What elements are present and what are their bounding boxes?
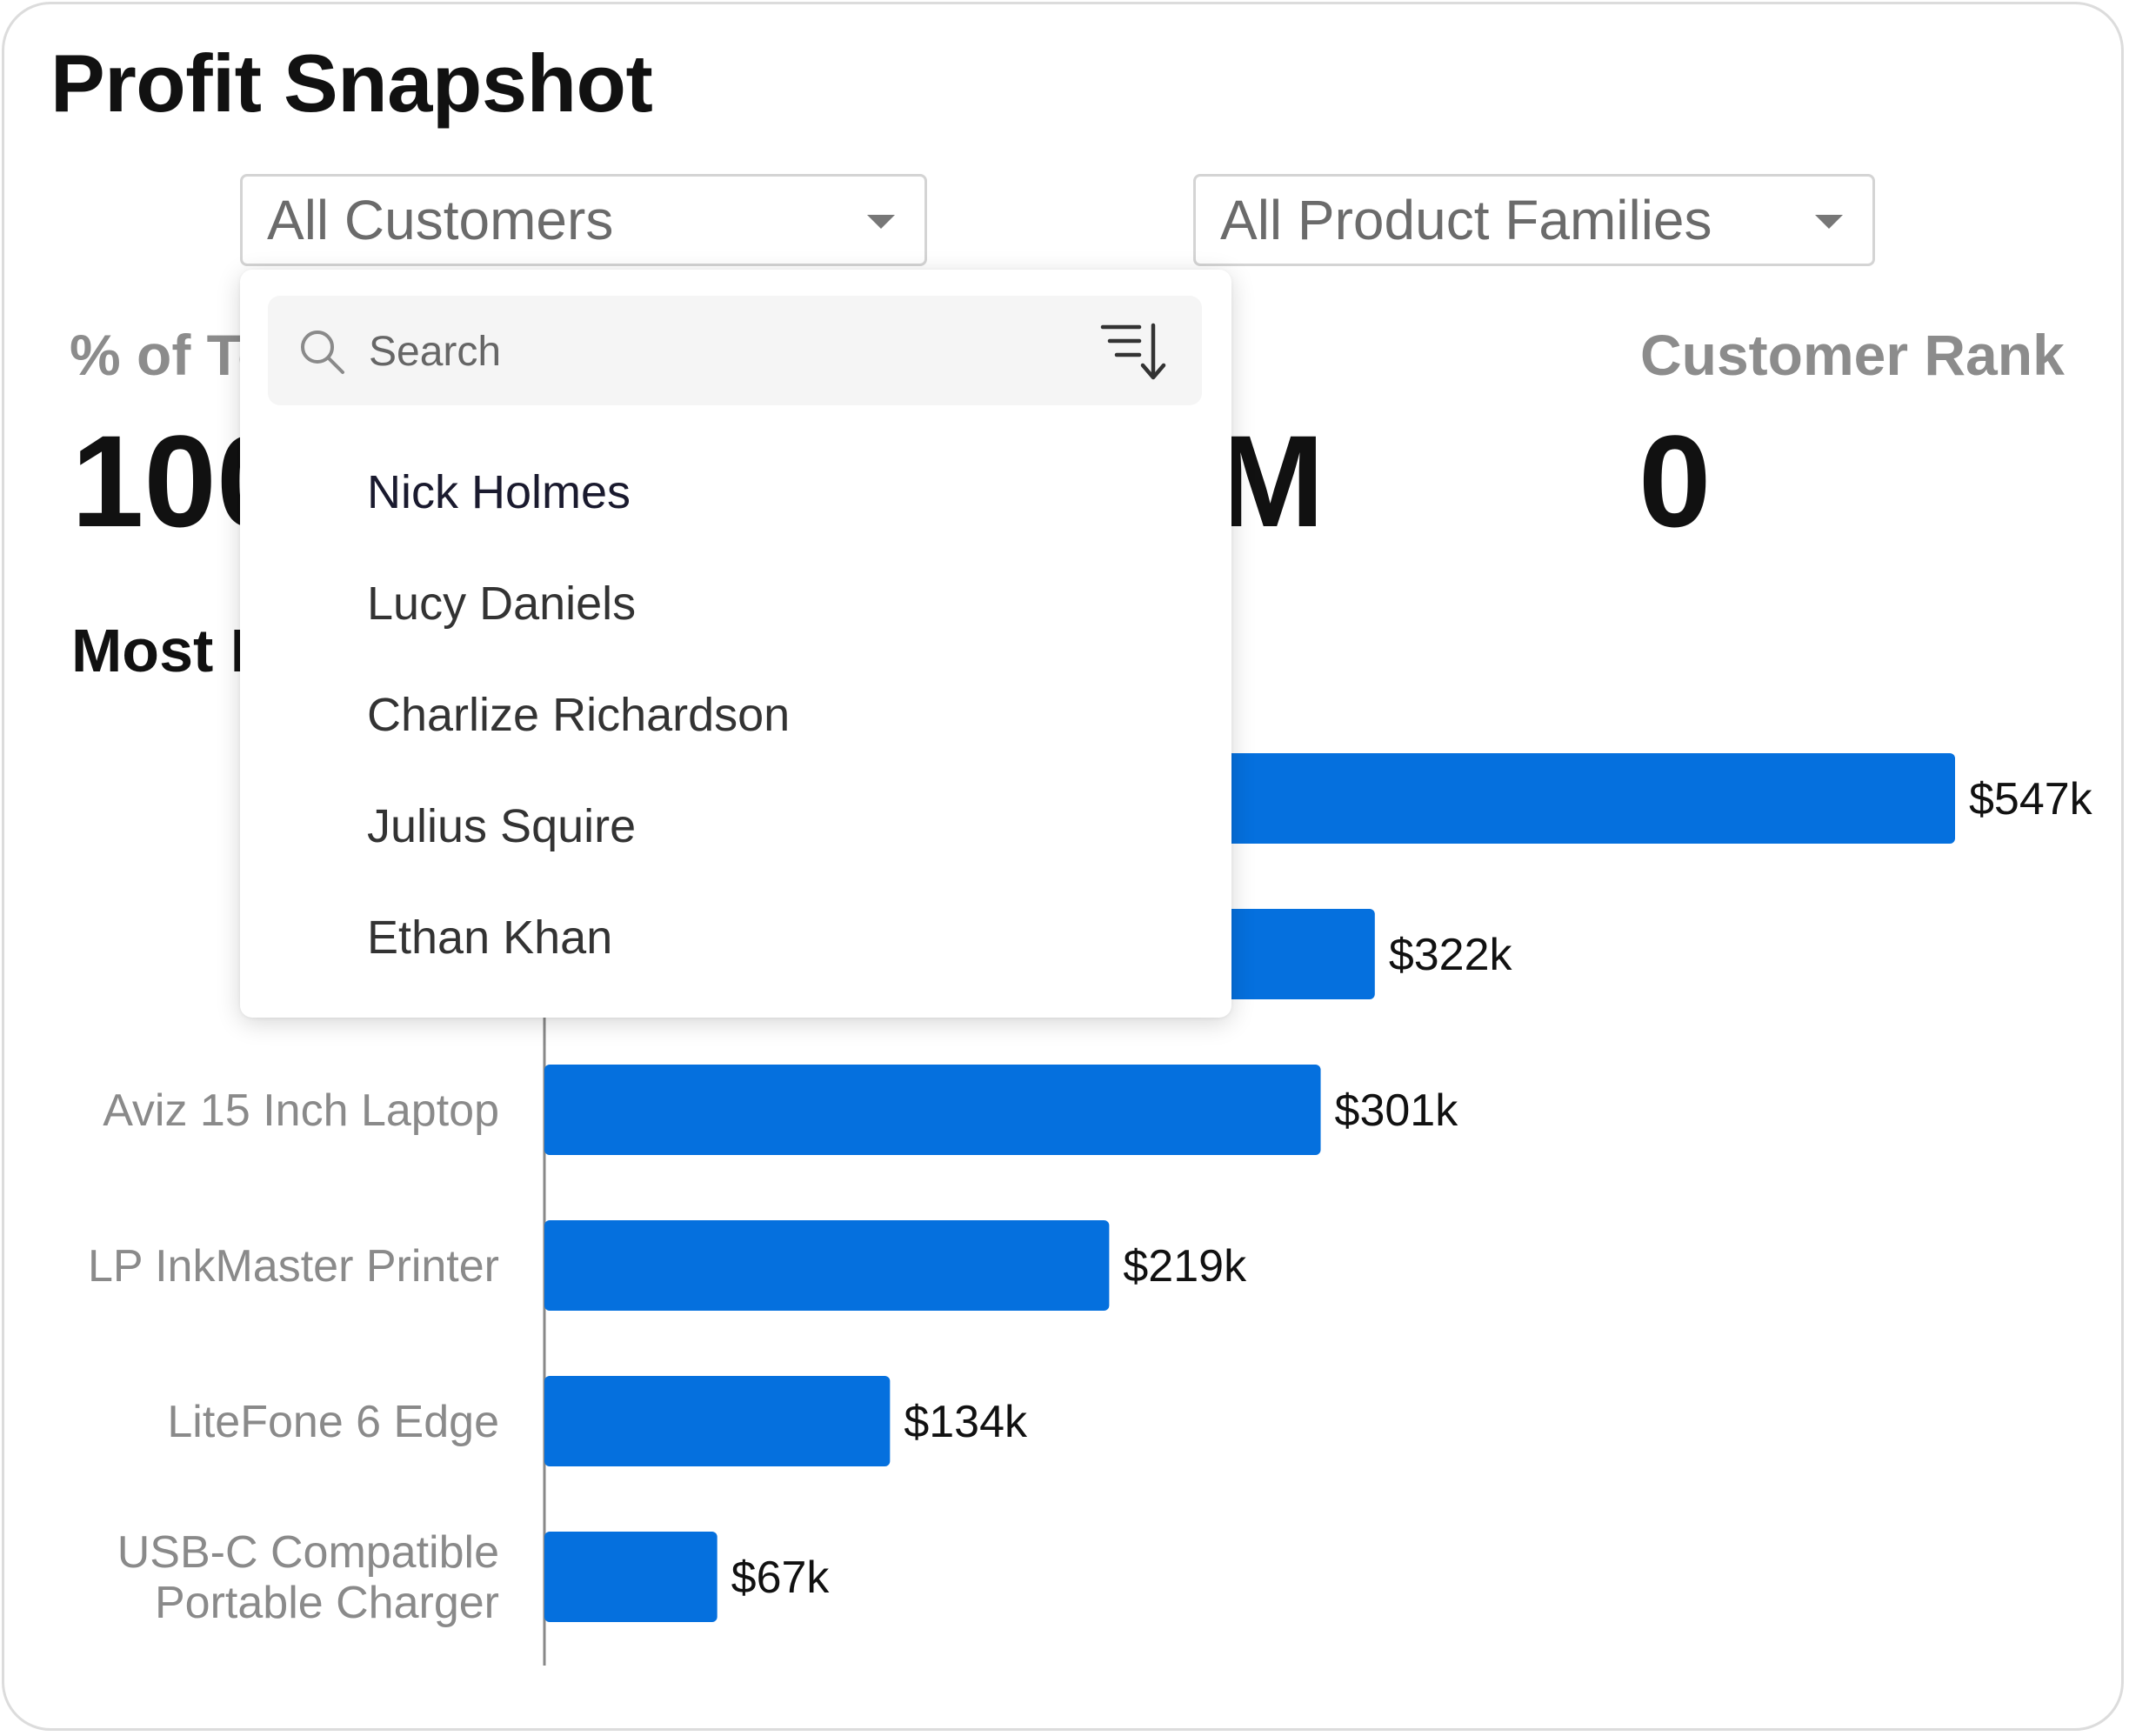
chart-bar[interactable] bbox=[544, 1065, 1321, 1155]
customer-option-ethan-khan[interactable]: Ethan Khan bbox=[240, 882, 1231, 993]
chart-category-label: LP InkMaster Printer bbox=[88, 1241, 499, 1292]
chart-value-label: $322k bbox=[1389, 930, 1513, 980]
chart-value-label: $134k bbox=[904, 1397, 1028, 1447]
customer-option-charlize-richardson[interactable]: Charlize Richardson bbox=[240, 659, 1231, 771]
chart-category-label: LiteFone 6 Edge bbox=[167, 1397, 499, 1447]
customer-option-nick-holmes[interactable]: Nick Holmes bbox=[240, 437, 1231, 548]
search-box bbox=[268, 296, 1202, 405]
chart-value-label: $301k bbox=[1335, 1085, 1459, 1136]
sort-descending-icon[interactable] bbox=[1099, 320, 1169, 383]
chart-value-label: $67k bbox=[731, 1552, 831, 1603]
search-icon bbox=[299, 329, 346, 376]
chart-value-label: $547k bbox=[1969, 774, 2093, 825]
customers-dropdown: Nick Holmes Lucy Daniels Charlize Richar… bbox=[240, 270, 1231, 1018]
search-input[interactable] bbox=[367, 320, 1031, 383]
chart-bar[interactable] bbox=[544, 1532, 717, 1622]
chart-value-label: $219k bbox=[1123, 1241, 1247, 1292]
chart-category-label: Aviz 15 Inch Laptop bbox=[103, 1085, 499, 1136]
chart-bar[interactable] bbox=[544, 1220, 1109, 1311]
customer-option-lucy-daniels[interactable]: Lucy Daniels bbox=[240, 548, 1231, 659]
chart-bar[interactable] bbox=[544, 1376, 890, 1466]
chart-category-label: USB-C Compatible bbox=[117, 1527, 499, 1578]
chart-category-label: Portable Charger bbox=[155, 1578, 499, 1628]
customer-option-julius-squire[interactable]: Julius Squire bbox=[240, 771, 1231, 882]
